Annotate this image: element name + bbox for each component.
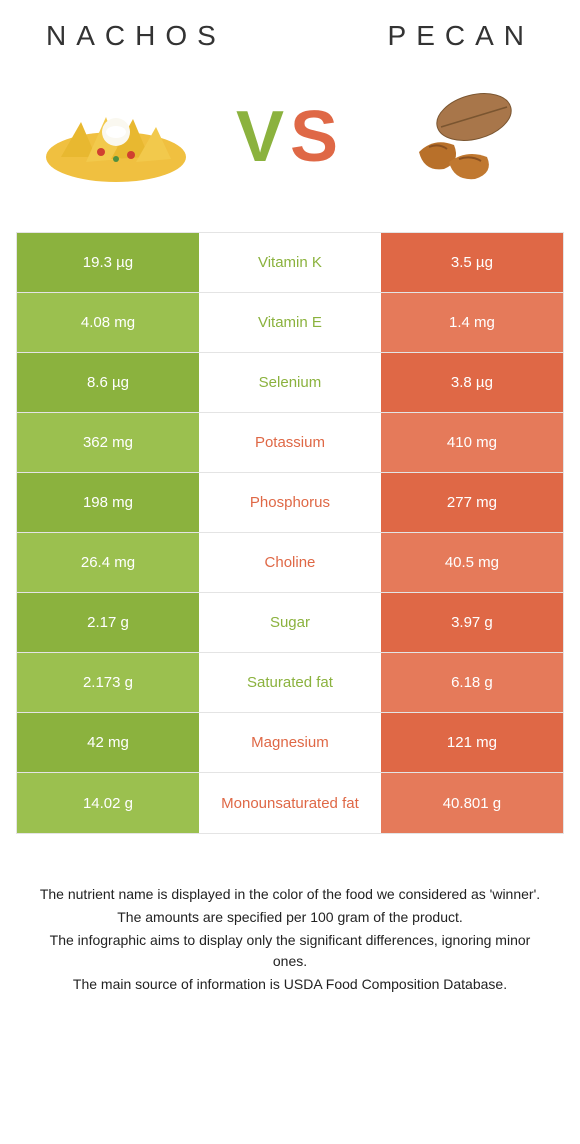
footer-line: The amounts are specified per 100 gram o… [36,907,544,928]
cell-right-value: 6.18 g [381,653,563,712]
table-row: 198 mgPhosphorus277 mg [17,473,563,533]
cell-left-value: 2.173 g [17,653,199,712]
cell-right-value: 1.4 mg [381,293,563,352]
footer-notes: The nutrient name is displayed in the co… [16,884,564,995]
vs-s: S [290,97,344,177]
cell-left-value: 26.4 mg [17,533,199,592]
cell-right-value: 40.801 g [381,773,563,833]
cell-left-value: 19.3 µg [17,233,199,292]
cell-right-value: 277 mg [381,473,563,532]
cell-nutrient-label: Vitamin K [199,233,381,292]
cell-left-value: 42 mg [17,713,199,772]
vs-v: V [236,97,290,177]
comparison-table: 19.3 µgVitamin K3.5 µg4.08 mgVitamin E1.… [16,232,564,834]
table-row: 8.6 µgSelenium3.8 µg [17,353,563,413]
footer-line: The infographic aims to display only the… [36,930,544,972]
cell-nutrient-label: Magnesium [199,713,381,772]
cell-nutrient-label: Selenium [199,353,381,412]
cell-nutrient-label: Potassium [199,413,381,472]
header: Nachos Pecan [16,20,564,52]
pecan-image [384,82,544,192]
cell-right-value: 121 mg [381,713,563,772]
table-row: 26.4 mgCholine40.5 mg [17,533,563,593]
cell-nutrient-label: Phosphorus [199,473,381,532]
cell-right-value: 3.8 µg [381,353,563,412]
table-row: 2.173 gSaturated fat6.18 g [17,653,563,713]
vs-label: VS [236,96,344,178]
cell-left-value: 14.02 g [17,773,199,833]
cell-nutrient-label: Choline [199,533,381,592]
cell-right-value: 410 mg [381,413,563,472]
title-left: Nachos [46,20,226,52]
cell-nutrient-label: Sugar [199,593,381,652]
table-row: 14.02 gMonounsaturated fat40.801 g [17,773,563,833]
cell-left-value: 8.6 µg [17,353,199,412]
cell-right-value: 3.5 µg [381,233,563,292]
cell-right-value: 3.97 g [381,593,563,652]
cell-left-value: 362 mg [17,413,199,472]
footer-line: The nutrient name is displayed in the co… [36,884,544,905]
footer-line: The main source of information is USDA F… [36,974,544,995]
cell-nutrient-label: Saturated fat [199,653,381,712]
cell-nutrient-label: Vitamin E [199,293,381,352]
cell-nutrient-label: Monounsaturated fat [199,773,381,833]
table-row: 4.08 mgVitamin E1.4 mg [17,293,563,353]
table-row: 2.17 gSugar3.97 g [17,593,563,653]
nachos-image [36,82,196,192]
cell-left-value: 198 mg [17,473,199,532]
cell-left-value: 2.17 g [17,593,199,652]
table-row: 362 mgPotassium410 mg [17,413,563,473]
table-row: 19.3 µgVitamin K3.5 µg [17,233,563,293]
vs-row: VS [16,82,564,192]
cell-left-value: 4.08 mg [17,293,199,352]
title-right: Pecan [388,20,534,52]
table-row: 42 mgMagnesium121 mg [17,713,563,773]
cell-right-value: 40.5 mg [381,533,563,592]
